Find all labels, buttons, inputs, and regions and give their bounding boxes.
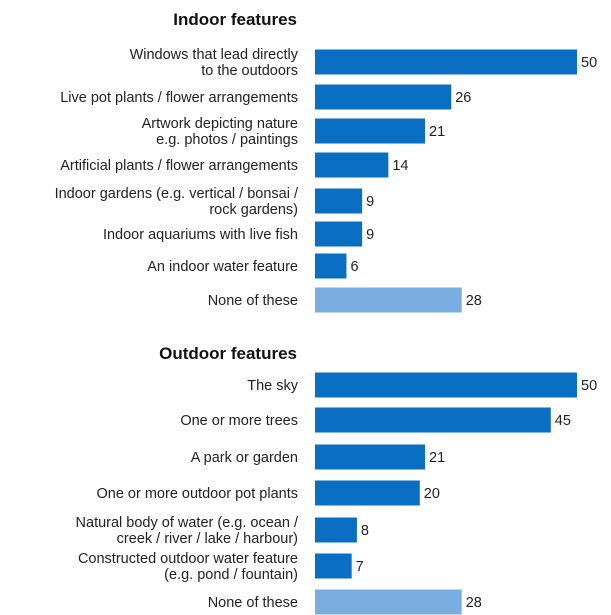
bar <box>315 118 426 144</box>
section-title: Outdoor features <box>159 344 297 363</box>
category-label: One or more trees <box>180 413 298 429</box>
data-label: 45 <box>555 413 571 429</box>
chart-section-2: Outdoor features 50 The sky 45 One or more t… <box>76 344 597 615</box>
data-label: 21 <box>429 124 445 140</box>
bar <box>315 407 551 433</box>
data-label: 28 <box>466 595 482 611</box>
bar <box>315 221 363 247</box>
category-label: An indoor water feature <box>147 259 298 275</box>
category-label: Indoor aquariums with live fish <box>103 227 298 243</box>
category-label: Constructed outdoor water feature (e.g. p… <box>78 551 298 583</box>
bar <box>315 372 577 398</box>
data-label: 9 <box>366 194 374 210</box>
data-label: 6 <box>350 259 358 275</box>
category-label: Natural body of water (e.g. ocean / creek… <box>76 515 299 547</box>
category-label: Windows that lead directly to the outdoor… <box>130 47 299 79</box>
bar <box>315 253 347 279</box>
bar <box>315 589 462 615</box>
bar <box>315 188 363 214</box>
data-label: 20 <box>424 486 440 502</box>
bar <box>315 84 452 110</box>
bar <box>315 444 426 470</box>
section-title: Indoor features <box>173 10 297 29</box>
bar <box>315 553 352 579</box>
bar <box>315 517 357 543</box>
category-label: None of these <box>208 595 298 611</box>
bar <box>315 480 420 506</box>
data-label: 7 <box>356 559 364 575</box>
data-label: 14 <box>392 158 408 174</box>
category-label: A park or garden <box>191 450 298 466</box>
data-label: 50 <box>581 378 597 394</box>
category-label: The sky <box>247 378 299 394</box>
data-label: 21 <box>429 450 445 466</box>
category-label: None of these <box>208 293 298 309</box>
category-label: Artwork depicting nature e.g. photos / pa… <box>142 116 298 148</box>
data-label: 50 <box>581 55 597 71</box>
category-label: One or more outdoor pot plants <box>96 486 298 502</box>
chart-section-1: Indoor features 50 Windows that lead direc… <box>55 10 597 313</box>
category-label: Live pot plants / flower arrangements <box>60 90 298 106</box>
category-label: Artificial plants / flower arrangements <box>60 158 298 174</box>
data-label: 9 <box>366 227 374 243</box>
bar <box>315 287 462 313</box>
data-label: 8 <box>361 523 369 539</box>
data-label: 28 <box>466 293 482 309</box>
data-label: 26 <box>455 90 471 106</box>
bar <box>315 49 577 75</box>
bar <box>315 152 389 178</box>
category-label: Indoor gardens (e.g. vertical / bonsai /… <box>55 186 299 218</box>
